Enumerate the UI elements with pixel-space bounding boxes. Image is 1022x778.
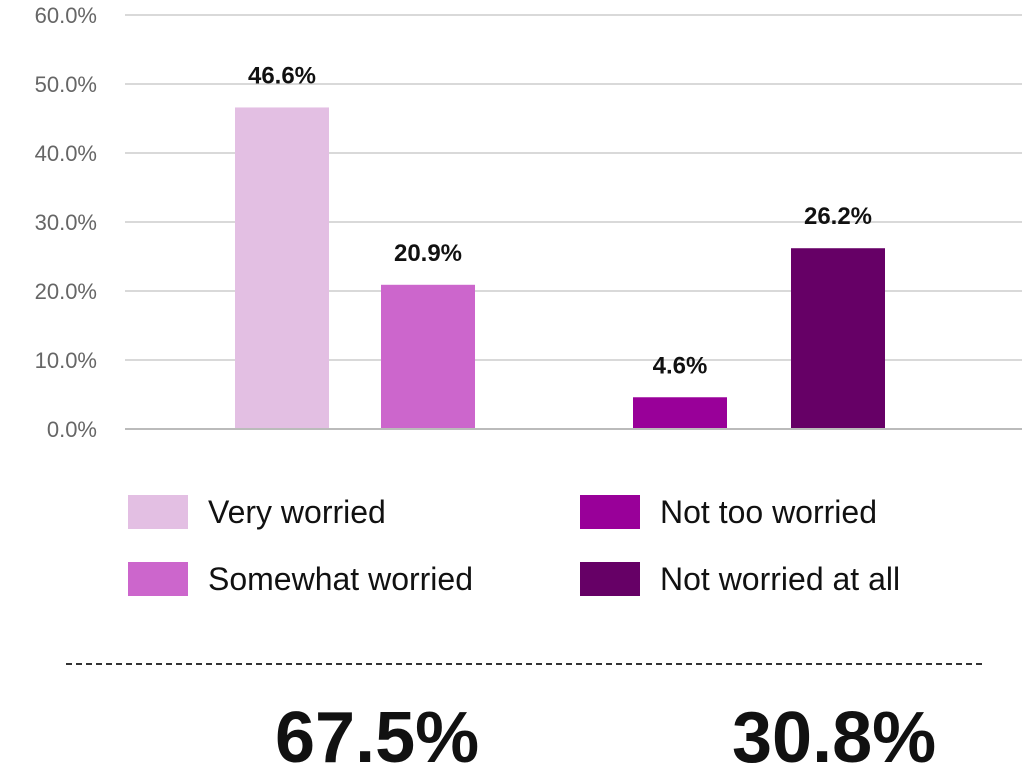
y-tick-label: 40.0%: [35, 141, 97, 166]
legend-swatch-not-too-worried: [580, 495, 640, 529]
legend-label: Somewhat worried: [208, 560, 473, 597]
data-labels: 46.6% 20.9% 4.6% 26.2%: [248, 62, 872, 379]
bar: [381, 284, 475, 429]
data-label: 46.6%: [248, 62, 316, 89]
legend-swatch-very-worried: [128, 495, 188, 529]
total-worried: 67.5%: [275, 698, 480, 778]
legend-label: Very worried: [208, 493, 386, 530]
legend-label: Not too worried: [660, 493, 877, 530]
legend-swatch-somewhat-worried: [128, 562, 188, 596]
total-not-worried: 30.8%: [732, 698, 937, 778]
y-tick-label: 30.0%: [35, 210, 97, 235]
dashed-divider: [66, 663, 982, 665]
bar: [235, 107, 329, 430]
y-tick-label: 10.0%: [35, 348, 97, 373]
data-label: 4.6%: [653, 352, 708, 379]
y-tick-label: 60.0%: [35, 3, 97, 28]
y-tick-label: 20.0%: [35, 279, 97, 304]
legend-swatch-not-worried-at-all: [580, 562, 640, 596]
bar-chart: 0.0% 10.0% 20.0% 30.0% 40.0% 50.0% 60.0% 46.6%…: [35, 3, 1022, 442]
legend-item-very-worried: Very worried: [128, 493, 386, 530]
legend-item-not-worried-at-all: Not worried at all: [580, 560, 901, 597]
bars: [235, 107, 885, 430]
y-axis-ticks: 0.0% 10.0% 20.0% 30.0% 40.0% 50.0% 60.0%: [35, 3, 97, 442]
legend-label: Not worried at all: [660, 560, 901, 597]
data-label: 20.9%: [394, 240, 462, 267]
y-tick-label: 0.0%: [47, 417, 97, 442]
bar: [633, 397, 727, 429]
y-tick-label: 50.0%: [35, 72, 97, 97]
legend-item-not-too-worried: Not too worried: [580, 493, 877, 530]
data-label: 26.2%: [804, 203, 872, 230]
bar: [791, 248, 885, 429]
legend-item-somewhat-worried: Somewhat worried: [128, 560, 473, 597]
legend: Very worried Somewhat worried Not too wo…: [0, 480, 1022, 610]
